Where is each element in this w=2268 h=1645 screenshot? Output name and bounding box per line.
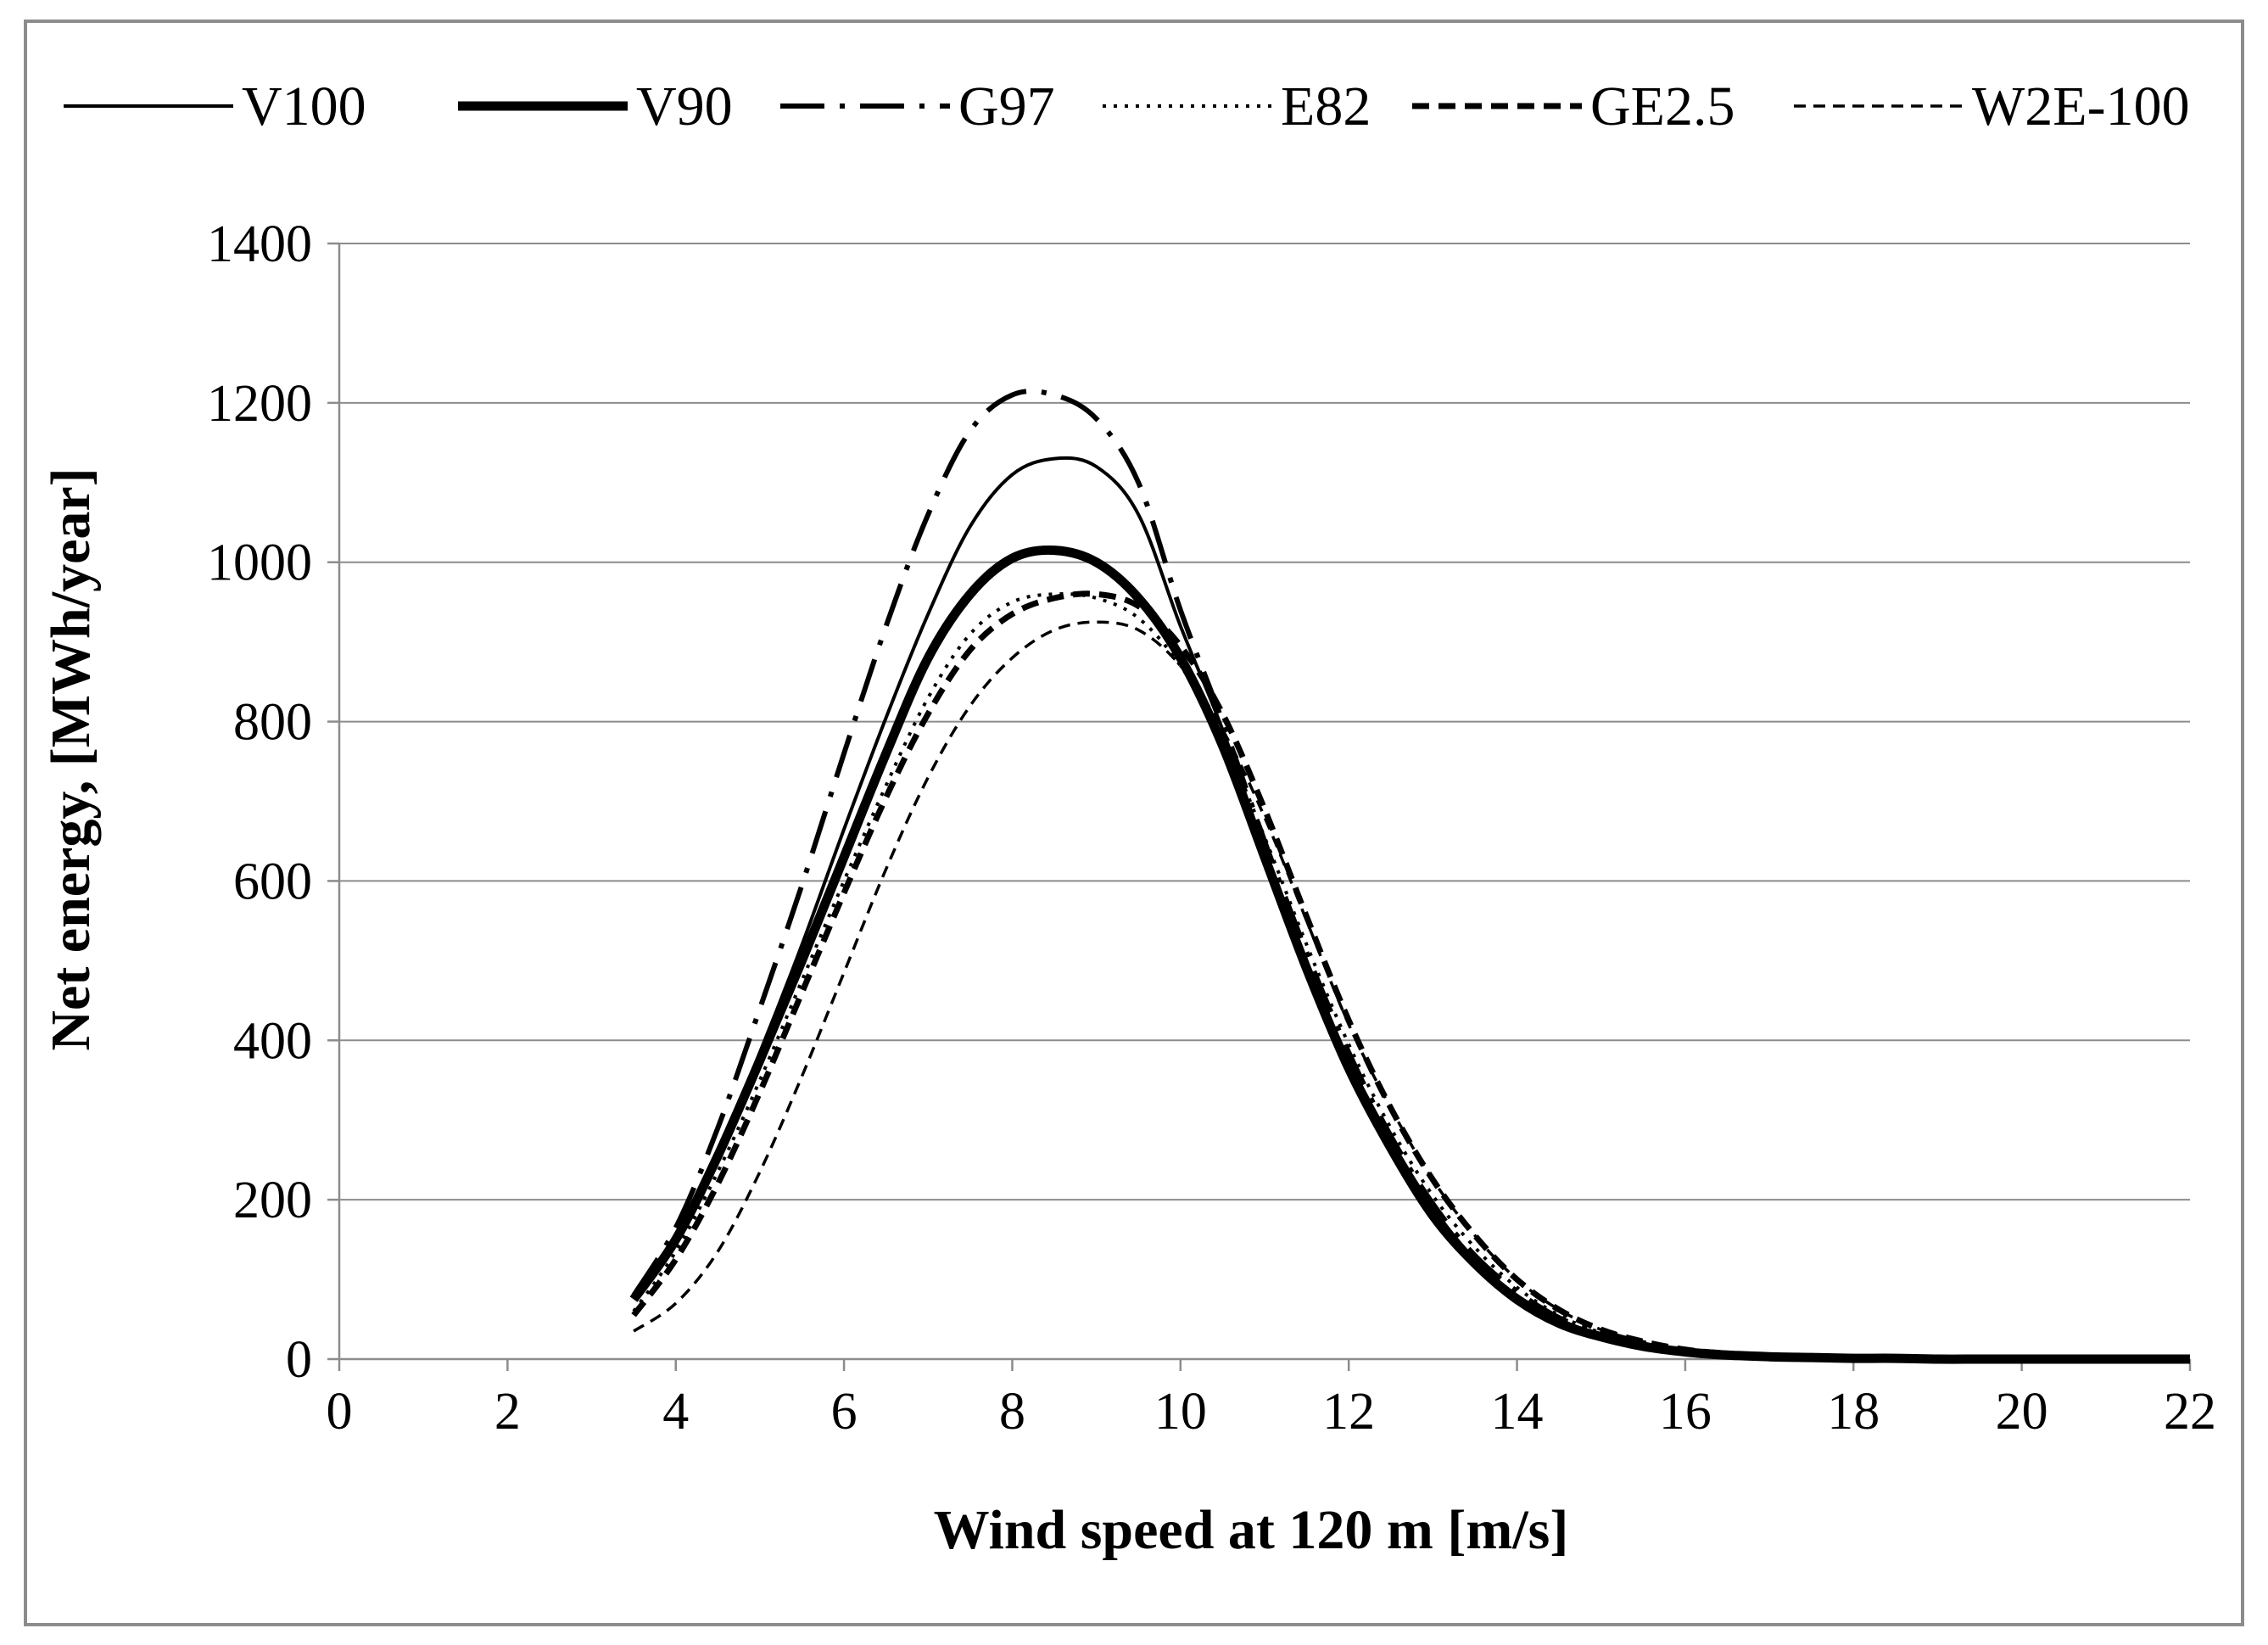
x-axis-title: Wind speed at 120 m [m/s] — [934, 1499, 1569, 1561]
x-tick-label: 6 — [831, 1383, 857, 1441]
x-tick-label: 8 — [999, 1383, 1025, 1441]
x-tick-label: 14 — [1491, 1383, 1544, 1441]
x-tick-label: 22 — [2164, 1383, 2216, 1441]
x-tick-label: 16 — [1659, 1383, 1712, 1441]
tick-labels: 0 200 400 600 800 1000 1200 1400 0 2 4 6 8 10 12 14 16 18… — [207, 215, 2216, 1441]
series-line-w2e-100 — [633, 620, 2190, 1361]
legend-label: G97 — [958, 76, 1055, 137]
y-tick-label: 1000 — [207, 534, 312, 592]
series-lines — [629, 389, 2190, 1364]
x-tick-label: 10 — [1154, 1383, 1207, 1441]
y-axis-title: Net energy, [MWh/year] — [40, 467, 102, 1050]
x-tick-label: 4 — [662, 1383, 689, 1441]
x-tick-label: 0 — [327, 1383, 353, 1441]
legend-label: GE2.5 — [1590, 76, 1735, 137]
chart-frame — [24, 20, 2244, 1626]
y-tick-label: 200 — [233, 1172, 312, 1229]
series-line-g97 — [631, 389, 2190, 1362]
y-tick-label: 1200 — [207, 375, 312, 433]
y-tick-label: 0 — [286, 1331, 312, 1389]
y-tick-label: 800 — [233, 694, 312, 752]
legend-label: V90 — [636, 76, 733, 137]
y-tick-label: 400 — [233, 1012, 312, 1070]
legend: V100 V90 G97 E82 GE2.5 W2E-100 — [64, 76, 2190, 137]
legend-label: W2E-100 — [1972, 76, 2190, 137]
x-tick-label: 12 — [1322, 1383, 1375, 1441]
legend-label: V100 — [242, 76, 366, 137]
x-tick-label: 2 — [494, 1383, 521, 1441]
x-tick-label: 18 — [1827, 1383, 1880, 1441]
y-tick-label: 1400 — [207, 215, 312, 273]
y-tick-label: 600 — [233, 853, 312, 910]
legend-label: E82 — [1281, 76, 1371, 137]
grid-lines — [339, 243, 2190, 1201]
x-tick-label: 20 — [1996, 1383, 2048, 1441]
